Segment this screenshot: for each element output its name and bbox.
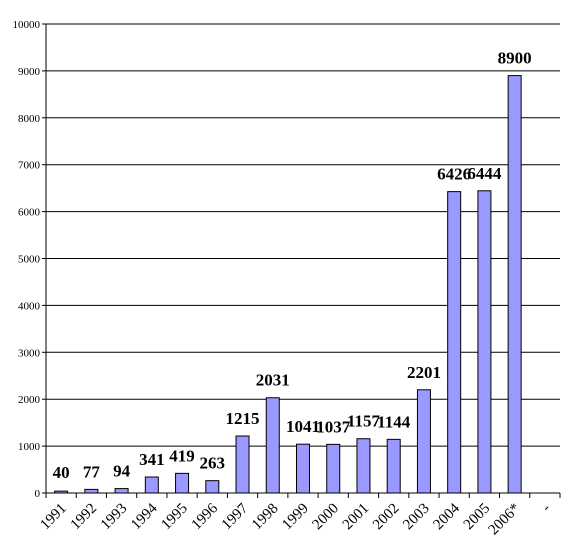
data-label: 94 xyxy=(113,462,131,481)
x-tick-label: 1993 xyxy=(98,501,131,534)
y-tick-label: 1000 xyxy=(18,441,41,453)
bar xyxy=(205,480,220,494)
x-tick-label: 2001 xyxy=(340,501,373,534)
bar xyxy=(447,191,462,494)
data-label: 419 xyxy=(169,446,195,465)
data-label: 77 xyxy=(83,462,101,481)
y-tick-label: 7000 xyxy=(18,160,41,172)
x-tick-label: 1992 xyxy=(68,501,101,534)
data-label: 6426 xyxy=(437,165,471,184)
y-tick-label: 10000 xyxy=(13,19,41,31)
bar xyxy=(296,443,310,494)
data-label: 1041 xyxy=(286,417,320,436)
data-label: 40 xyxy=(53,463,70,482)
data-label: 341 xyxy=(139,450,165,469)
bar xyxy=(356,438,371,494)
data-label: 1037 xyxy=(316,417,351,436)
bar xyxy=(144,476,159,494)
data-label: 8900 xyxy=(498,49,532,68)
x-tick-label: 1997 xyxy=(219,500,252,533)
y-tick-label: 6000 xyxy=(18,207,41,219)
y-tick-label: 2000 xyxy=(18,394,41,406)
x-tick-label: 1998 xyxy=(249,501,282,534)
x-tick-label: 2006* xyxy=(486,501,524,539)
bar xyxy=(84,488,99,494)
data-label: 1215 xyxy=(226,409,260,428)
y-tick-label: 4000 xyxy=(18,300,41,312)
x-tick-label: 1996 xyxy=(189,500,222,533)
data-label: 2201 xyxy=(407,363,441,382)
bar xyxy=(507,75,522,494)
data-label: 1144 xyxy=(377,412,411,431)
x-tick-label: 2004 xyxy=(430,500,463,533)
bar xyxy=(54,490,69,494)
bar xyxy=(175,472,190,494)
bar xyxy=(235,435,250,494)
x-tick-label: 2000 xyxy=(310,501,343,534)
y-tick-label: 9000 xyxy=(18,66,41,78)
data-label: 6444 xyxy=(467,164,502,183)
bar xyxy=(477,190,492,494)
x-tick-label: 1995 xyxy=(158,501,191,534)
x-tick-label: - xyxy=(539,501,554,516)
x-tick-label: 2003 xyxy=(400,501,433,534)
y-tick-label: 3000 xyxy=(18,347,41,359)
x-tick-label: 1994 xyxy=(128,500,161,533)
x-tick-label: 1999 xyxy=(279,501,312,534)
x-tick-label: 1991 xyxy=(37,501,70,534)
bar xyxy=(265,397,280,494)
x-tick-label: 2002 xyxy=(370,501,403,534)
bar xyxy=(416,389,431,494)
data-label: 2031 xyxy=(256,371,290,390)
y-tick-label: 8000 xyxy=(18,113,41,125)
bar xyxy=(386,438,401,494)
data-label: 1157 xyxy=(347,412,381,431)
y-tick-label: 0 xyxy=(35,488,41,500)
y-tick-label: 5000 xyxy=(18,254,41,266)
data-label: 263 xyxy=(200,454,226,473)
bar xyxy=(326,443,341,494)
bar xyxy=(114,488,129,494)
